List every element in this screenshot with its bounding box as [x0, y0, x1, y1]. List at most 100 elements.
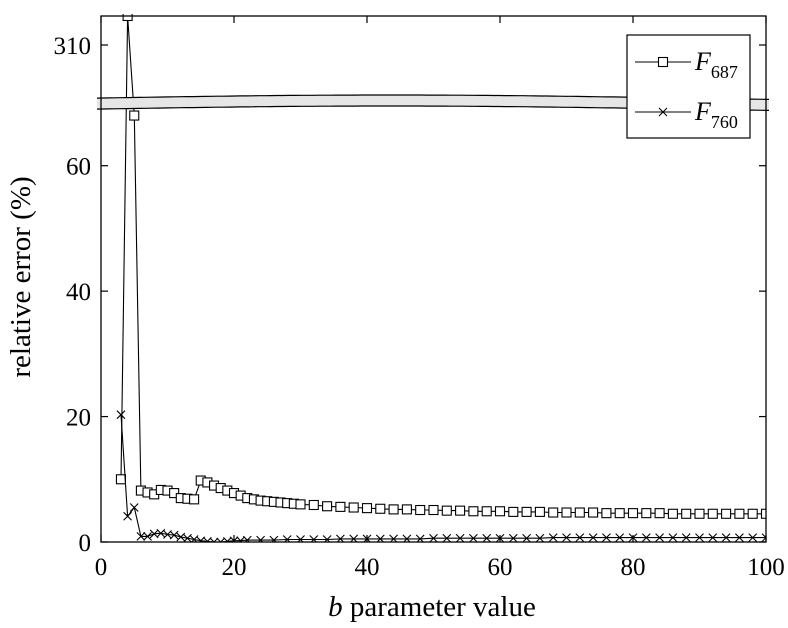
- data-point-687-11: [189, 494, 200, 505]
- data-point-760-8: [169, 530, 179, 540]
- data-point-760-56: [735, 533, 744, 542]
- data-point-760-54: [708, 533, 718, 542]
- data-point-760-3: [136, 531, 146, 541]
- data-point-760-33: [429, 533, 438, 542]
- data-point-687-40: [468, 506, 479, 517]
- data-point-687-31: [348, 502, 359, 513]
- data-point-687-51: [614, 508, 625, 519]
- data-point-760-37: [482, 533, 492, 542]
- x-tick-label-0: 0: [95, 554, 108, 581]
- data-point-760-17: [229, 536, 239, 542]
- data-point-687-56: [681, 508, 692, 519]
- data-point-687-55: [667, 508, 678, 519]
- data-point-687-39: [455, 505, 466, 516]
- data-point-760-55: [721, 533, 731, 542]
- data-point-687-33: [375, 503, 386, 514]
- data-point-760-21: [269, 535, 279, 542]
- data-point-687-28: [308, 499, 319, 511]
- x-tick-label-3: 60: [488, 554, 513, 581]
- data-point-687-44: [521, 506, 532, 517]
- y-tick-label-1: 20: [66, 405, 91, 432]
- data-point-687-52: [627, 508, 639, 519]
- data-point-760-38: [495, 533, 505, 542]
- legend-item-687: F687: [635, 47, 738, 82]
- data-point-687-34: [388, 504, 399, 515]
- legend-box: [626, 34, 751, 139]
- data-point-687-48: [574, 507, 585, 518]
- data-point-687-60: [734, 508, 745, 519]
- data-point-687-46: [548, 507, 559, 518]
- data-point-760-19: [242, 535, 252, 542]
- data-point-760-20: [256, 535, 265, 542]
- data-point-760-22: [282, 535, 292, 542]
- x-tick-label-5: 100: [747, 554, 785, 581]
- data-point-687-29: [322, 501, 333, 512]
- data-point-760-40: [522, 533, 531, 542]
- data-point-687-2: [129, 110, 140, 121]
- data-point-687-61: [747, 508, 758, 519]
- data-point-760-23: [296, 535, 305, 542]
- data-point-760-46: [602, 533, 611, 542]
- data-point-760-25: [322, 535, 332, 542]
- legend-label-name: F: [694, 97, 712, 126]
- data-point-760-43: [562, 533, 571, 542]
- data-point-760-0: [116, 410, 126, 420]
- data-point-760-48: [628, 533, 638, 542]
- data-point-760-51: [668, 533, 678, 542]
- data-point-687-53: [641, 508, 652, 519]
- data-point-760-14: [209, 537, 219, 542]
- data-point-760-15: [216, 537, 226, 542]
- series-layer: [115, 14, 766, 542]
- data-point-687-57: [694, 508, 705, 519]
- data-point-687-30: [335, 501, 346, 512]
- legend-label-760: F760: [694, 97, 738, 132]
- data-point-687-35: [401, 504, 412, 515]
- data-point-687-42: [494, 506, 506, 517]
- data-point-760-50: [655, 533, 664, 542]
- y-axis-label: relative error (%): [5, 176, 37, 377]
- data-point-687-36: [415, 504, 426, 516]
- x-axis-label: b parameter value: [328, 591, 536, 623]
- data-point-760-24: [309, 535, 319, 542]
- data-point-760-39: [508, 533, 518, 542]
- legend-item-760: F760: [635, 97, 738, 132]
- legend-label-subscript: 687: [711, 62, 738, 82]
- data-point-687-38: [441, 505, 452, 516]
- data-point-687-0: [115, 474, 126, 485]
- data-point-760-47: [615, 533, 625, 542]
- legend-marker-687: [657, 56, 669, 68]
- data-point-760-53: [695, 533, 704, 542]
- y-tick-label-2: 40: [66, 279, 91, 306]
- y-tick-label-3: 60: [66, 154, 91, 181]
- data-point-687-32: [361, 503, 373, 514]
- data-point-760-41: [535, 533, 545, 542]
- data-point-687-43: [508, 506, 519, 517]
- data-point-687-45: [534, 506, 545, 517]
- series-line-760: [120, 414, 766, 542]
- data-point-687-58: [707, 508, 718, 519]
- data-point-760-45: [588, 533, 598, 542]
- x-tick-label-1: 20: [222, 554, 247, 581]
- x-axis-variable: b: [328, 591, 343, 623]
- data-point-760-49: [641, 533, 651, 542]
- data-point-687-59: [721, 508, 732, 519]
- data-point-687-41: [481, 506, 492, 517]
- data-point-687-50: [601, 508, 612, 519]
- data-point-760-52: [681, 533, 691, 542]
- data-point-760-36: [469, 533, 478, 542]
- data-point-760-42: [548, 533, 558, 542]
- data-point-687-47: [561, 507, 572, 518]
- legend-label-subscript: 760: [711, 112, 738, 132]
- data-point-687-62: [760, 508, 766, 519]
- data-point-687-37: [428, 504, 439, 516]
- y-tick-label-4: 310: [54, 33, 92, 60]
- data-point-687-27: [295, 499, 306, 510]
- data-point-760-4: [143, 531, 152, 541]
- data-point-760-34: [442, 533, 452, 542]
- legend-label-name: F: [694, 47, 712, 76]
- x-axis-label-text: parameter value: [343, 591, 536, 623]
- tick-labels: 0 20 40 60 80 100 0 20 40 60 310: [54, 33, 785, 581]
- legend-marker-760: [658, 107, 668, 117]
